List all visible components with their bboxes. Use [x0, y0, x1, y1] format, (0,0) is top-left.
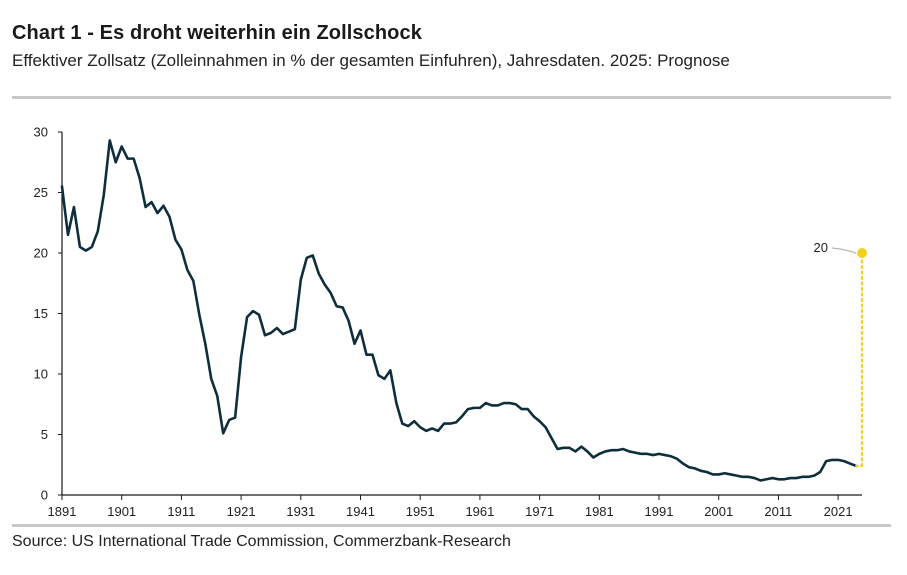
- x-tick-label: 1931: [286, 504, 315, 519]
- x-tick-label: 2001: [704, 504, 733, 519]
- y-tick-label: 25: [34, 185, 48, 200]
- annotations-group: 20: [814, 240, 857, 255]
- x-tick-label: 1961: [465, 504, 494, 519]
- chart-subtitle: Effektiver Zollsatz (Zolleinnahmen in % …: [12, 51, 730, 70]
- x-tick-label: 1891: [48, 504, 77, 519]
- x-tick-label: 1991: [645, 504, 674, 519]
- bottom-divider: [12, 524, 891, 527]
- annotation-label: 20: [814, 240, 828, 255]
- x-tick-label: 1901: [107, 504, 136, 519]
- forecast-point: [857, 248, 867, 258]
- x-tick-label: 1951: [406, 504, 435, 519]
- x-axis: 1891 1901 1911 1921 1931 1941 1951 1961 1971 1981…: [48, 494, 862, 519]
- x-tick-label: 1911: [167, 504, 195, 519]
- x-tick-label: 1921: [227, 504, 256, 519]
- y-tick-label: 0: [41, 488, 48, 503]
- x-tick-label: 1981: [585, 504, 614, 519]
- x-tick-label: 2021: [824, 504, 853, 519]
- x-tick-label: 2011: [764, 504, 792, 519]
- series-line-effective-tariff: [60, 139, 858, 482]
- chart-title: Chart 1 - Es droht weiterhin ein Zollsch…: [12, 22, 422, 44]
- series-group: [60, 139, 867, 482]
- y-axis: 0 5 10 15 20 25 30: [34, 125, 63, 503]
- y-tick-label: 10: [34, 367, 48, 382]
- y-tick-label: 15: [34, 306, 48, 321]
- top-divider: [12, 96, 891, 99]
- y-tick-label: 5: [41, 427, 48, 442]
- source-note: Source: US International Trade Commissio…: [12, 533, 511, 550]
- annotation-leader-line: [831, 247, 857, 254]
- x-tick-label: 1941: [346, 504, 375, 519]
- y-tick-label: 30: [34, 125, 48, 140]
- y-tick-label: 20: [34, 246, 48, 261]
- x-tick-label: 1971: [525, 504, 554, 519]
